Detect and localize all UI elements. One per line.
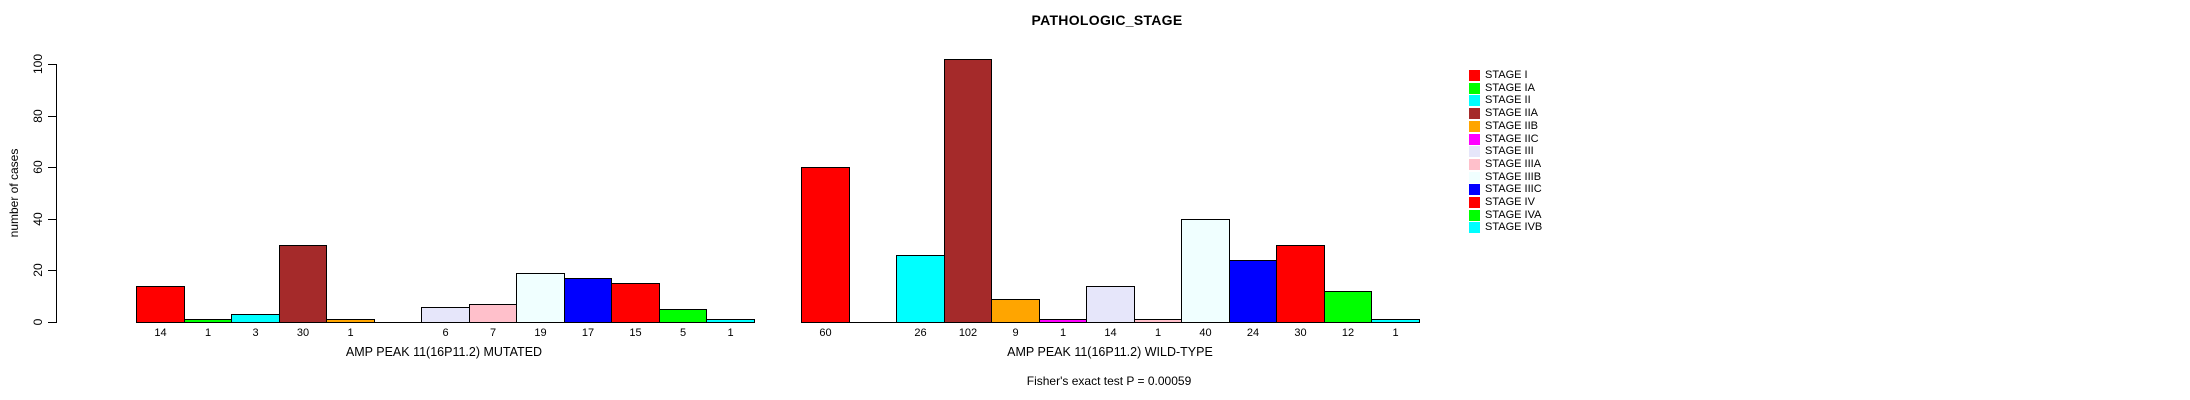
bar-value-label: 1 (204, 327, 212, 339)
bar-stage-iiia (1134, 319, 1182, 323)
bar-stage-iv (1276, 245, 1325, 323)
legend-item-label: STAGE III (1485, 145, 1534, 157)
legend-item-label: STAGE IVA (1485, 209, 1542, 221)
legend-swatch (1469, 121, 1480, 132)
y-axis-label: number of cases (7, 148, 21, 238)
y-axis-tick-label: 80 (31, 109, 45, 123)
bar-value-label: 5 (679, 327, 687, 339)
legend-item-label: STAGE IIIC (1485, 183, 1542, 195)
bar-stage-iic (1039, 319, 1087, 323)
bar-stage-ivb (706, 319, 755, 323)
legend-swatch (1469, 134, 1480, 145)
legend-item-label: STAGE IV (1485, 196, 1535, 208)
legend-swatch (1469, 83, 1480, 94)
bar-value-label: 9 (1012, 327, 1019, 339)
chart-title: PATHOLOGIC_STAGE (1031, 12, 1183, 28)
bar-value-label: 12 (1341, 327, 1355, 339)
legend-swatch (1469, 184, 1480, 195)
bar-value-label: 1 (347, 327, 354, 339)
bar-value-label: 40 (1199, 327, 1212, 339)
bar-value-label: 1 (1154, 327, 1162, 339)
bar-stage-iii (1086, 286, 1135, 323)
bar-value-label: 14 (154, 327, 167, 339)
bar-value-label: 1 (1059, 327, 1067, 339)
x-axis-label-wild-type: AMP PEAK 11(16P11.2) WILD-TYPE (1007, 345, 1213, 359)
bar-stage-ii (231, 314, 280, 323)
bar-stage-iiib (516, 273, 565, 323)
y-axis-tick (48, 116, 56, 117)
bar-value-label: 6 (442, 327, 449, 339)
legend-item-label: STAGE I (1485, 69, 1528, 81)
bar-value-label: 17 (581, 327, 595, 339)
bar-stage-iiic (564, 278, 612, 323)
y-axis-tick (48, 167, 56, 168)
bar-value-label: 102 (958, 327, 978, 339)
legend-swatch (1469, 197, 1480, 208)
bar-stage-iii (421, 307, 470, 323)
legend-swatch (1469, 70, 1480, 81)
y-axis-tick-label: 60 (31, 160, 45, 174)
legend-swatch (1469, 108, 1480, 119)
bar-value-label: 30 (1294, 327, 1307, 339)
bar-stage-ii (896, 255, 945, 323)
y-axis-line (56, 64, 57, 323)
y-axis-tick (48, 64, 56, 65)
bar-stage-iva (1324, 291, 1372, 323)
bar-value-label: 24 (1246, 327, 1260, 339)
bar-value-label: 1 (727, 327, 734, 339)
y-axis-tick (48, 322, 56, 323)
legend-item-label: STAGE IIIB (1485, 171, 1542, 183)
bar-stage-iia (279, 245, 327, 323)
bar-value-label: 26 (914, 327, 927, 339)
legend-item-label: STAGE IIIA (1485, 158, 1542, 170)
bar-stage-iia (944, 59, 992, 323)
legend-item-label: STAGE IIC (1485, 133, 1539, 145)
bar-stage-iiic (1229, 260, 1277, 323)
fisher-test-annotation: Fisher's exact test P = 0.00059 (1026, 374, 1192, 388)
legend-item-label: STAGE IVB (1485, 221, 1543, 233)
bar-stage-ivb (1371, 319, 1420, 323)
bar-value-label: 3 (252, 327, 259, 339)
bar-value-label: 19 (534, 327, 547, 339)
legend-swatch (1469, 172, 1480, 183)
y-axis-tick (48, 270, 56, 271)
bar-value-label: 7 (489, 327, 497, 339)
bar-stage-iv (611, 283, 660, 323)
bar-value-label: 1 (1392, 327, 1399, 339)
bar-value-label: 15 (629, 327, 642, 339)
legend-item-label: STAGE IIB (1485, 120, 1538, 132)
y-axis-tick-label: 20 (31, 263, 45, 277)
bar-value-label: 14 (1104, 327, 1117, 339)
bar-stage-iib (326, 319, 375, 323)
bar-stage-iiia (469, 304, 517, 323)
y-axis-tick-label: 40 (31, 212, 45, 226)
legend-item-label: STAGE IIA (1485, 107, 1538, 119)
bar-stage-iva (659, 309, 707, 323)
legend-item-label: STAGE IA (1485, 82, 1535, 94)
y-axis-tick-label: 0 (31, 318, 45, 326)
legend-item-label: STAGE II (1485, 94, 1531, 106)
legend-swatch (1469, 159, 1480, 170)
bar-value-label: 60 (819, 327, 832, 339)
bar-stage-iiib (1181, 219, 1230, 323)
y-axis-tick-label: 100 (31, 53, 45, 75)
bar-stage-iib (991, 299, 1040, 323)
legend-swatch (1469, 210, 1480, 221)
legend-swatch (1469, 222, 1480, 233)
bar-stage-i (136, 286, 185, 323)
x-axis-label-mutated: AMP PEAK 11(16P11.2) MUTATED (345, 345, 543, 359)
bar-value-label: 30 (296, 327, 310, 339)
legend-swatch (1469, 146, 1480, 157)
bar-stage-ia (184, 319, 232, 323)
bar-stage-i (801, 167, 850, 323)
legend-swatch (1469, 95, 1480, 106)
y-axis-tick (48, 219, 56, 220)
